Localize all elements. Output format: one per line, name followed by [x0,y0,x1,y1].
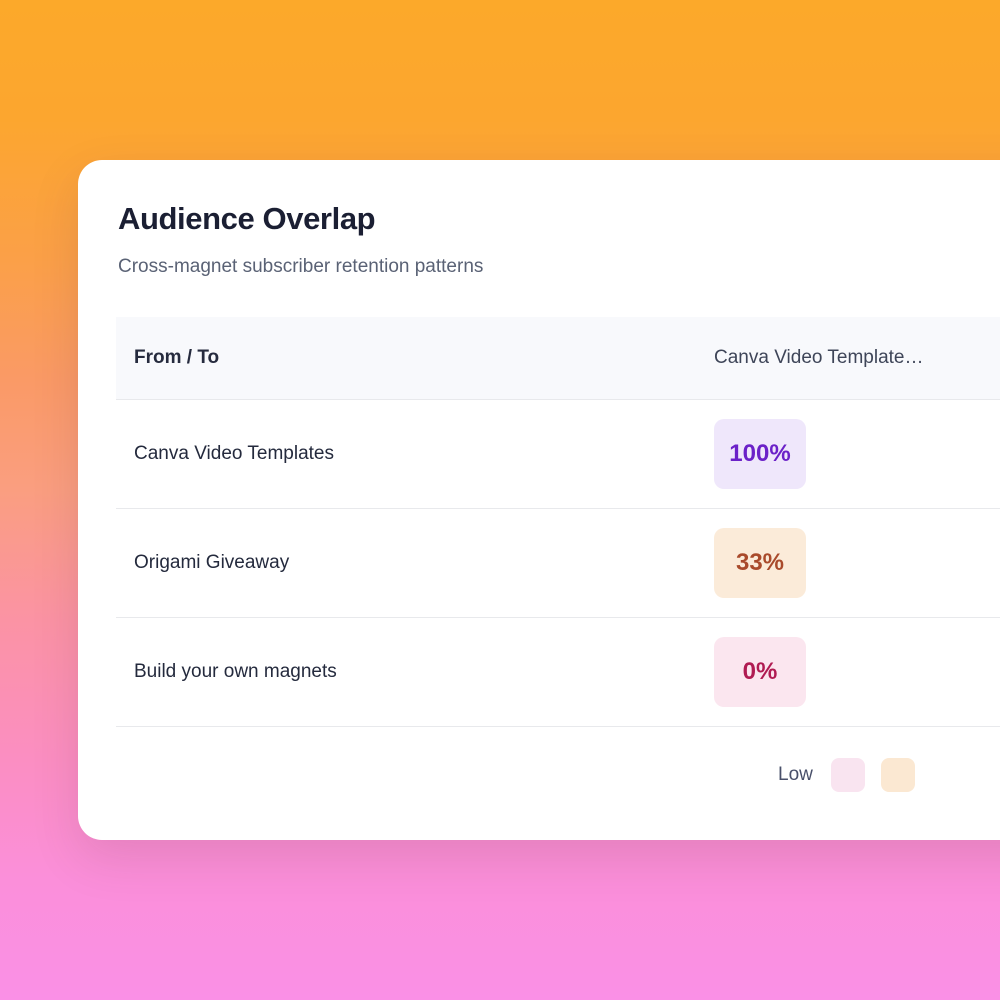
overlap-matrix-table: From / To Canva Video Template… Canva Vi… [78,316,1000,727]
table-row[interactable]: Canva Video Templates 100% [116,400,1000,509]
column-header-canva-video-templates[interactable]: Canva Video Template… [714,346,924,368]
table-cell: 0% [714,636,974,707]
table-row[interactable]: Build your own magnets 0% [116,618,1000,727]
table-row[interactable]: Origami Giveaway 33% [116,509,1000,618]
table-cell: 33% [714,527,974,598]
card-header: Audience Overlap Cross-magnet subscriber… [78,160,1000,280]
legend-swatch [880,757,915,792]
legend-scale [830,757,915,792]
overlap-value-badge: 100% [714,418,806,489]
overlap-value-badge: 0% [714,636,806,707]
card-subtitle: Cross-magnet subscriber retention patter… [118,256,484,278]
page-title: Audience Overlap [118,201,376,236]
table-header-row: From / To Canva Video Template… [116,316,1000,400]
heatmap-legend: Low [78,727,1000,823]
table-cell: 100% [714,418,974,489]
row-label-origami-giveaway: Origami Giveaway [134,551,290,573]
legend-low-label: Low [778,763,813,785]
overlap-value-badge: 33% [714,527,806,598]
column-header-from-to: From / To [134,346,220,368]
legend-swatch [830,757,865,792]
row-label-build-your-own-magnets: Build your own magnets [134,660,337,682]
row-label-canva-video-templates: Canva Video Templates [134,442,334,464]
audience-overlap-card: Audience Overlap Cross-magnet subscriber… [78,160,1000,840]
